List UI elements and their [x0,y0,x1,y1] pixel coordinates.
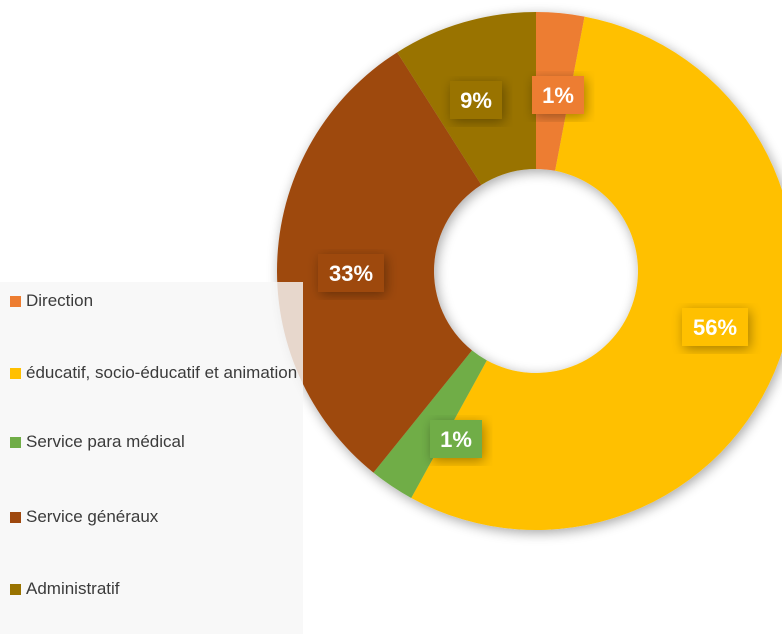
slice-educatif [411,16,782,530]
data-label-direction: 1% [542,83,574,108]
legend-swatch-educatif [10,368,21,379]
data-label-educatif: 56% [693,315,737,340]
legend-swatch-generaux [10,512,21,523]
legend-label-administratif: Administratif [26,579,120,598]
legend-swatch-administratif [10,584,21,595]
legend-label-direction: Direction [26,291,94,310]
legend-item-generaux: Service généraux [10,506,301,528]
data-label-administratif: 9% [460,88,492,113]
data-label-box-generaux [318,254,384,292]
legend-item-direction: Direction [10,290,301,312]
data-label-para-medical: 1% [440,427,472,452]
data-label-generaux: 33% [329,261,373,286]
legend-label-para-medical: Service para médical [26,432,185,451]
legend-label-generaux: Service généraux [26,507,159,526]
data-label-box-para-medical [430,420,482,458]
data-label-box-educatif [682,308,748,346]
legend-swatch-para-medical [10,437,21,448]
data-label-box-direction [532,76,584,114]
legend-swatch-direction [10,296,21,307]
legend-item-para-medical: Service para médical [10,431,301,453]
chart-legend: Direction éducatif, socio-éducatif et an… [0,282,303,634]
legend-item-administratif: Administratif [10,578,301,600]
legend-label-educatif: éducatif, socio-éducatif et animation [26,363,298,382]
legend-item-educatif: éducatif, socio-éducatif et animation [10,362,301,384]
data-label-box-administratif [450,81,502,119]
